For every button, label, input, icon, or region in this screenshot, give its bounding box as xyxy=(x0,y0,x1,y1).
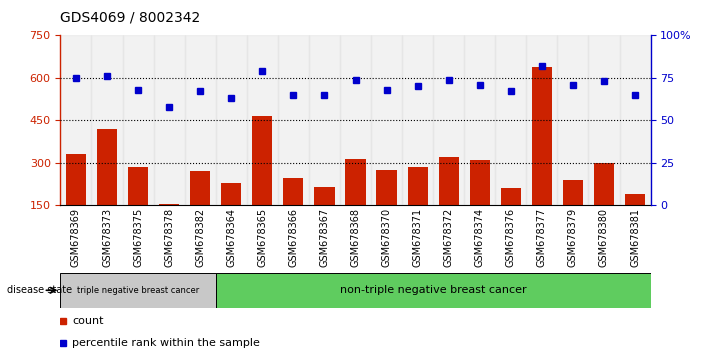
Bar xyxy=(190,171,210,248)
Bar xyxy=(371,35,402,205)
Bar xyxy=(619,35,651,205)
Bar xyxy=(159,204,179,248)
Bar xyxy=(433,35,464,205)
Text: GDS4069 / 8002342: GDS4069 / 8002342 xyxy=(60,11,201,25)
Bar xyxy=(340,35,371,205)
Text: disease state: disease state xyxy=(7,285,73,295)
Bar xyxy=(402,35,433,205)
Bar xyxy=(60,273,215,308)
Bar xyxy=(128,167,148,248)
Bar xyxy=(60,35,92,205)
Bar xyxy=(247,35,278,205)
Text: triple negative breast cancer: triple negative breast cancer xyxy=(77,286,199,295)
Bar xyxy=(594,163,614,248)
Bar xyxy=(557,35,589,205)
Text: count: count xyxy=(73,316,104,326)
Bar xyxy=(309,35,340,205)
Bar xyxy=(526,35,557,205)
Bar xyxy=(407,167,428,248)
Bar xyxy=(376,170,397,248)
Bar xyxy=(283,178,304,248)
Bar xyxy=(532,67,552,248)
Bar xyxy=(92,35,122,205)
Text: percentile rank within the sample: percentile rank within the sample xyxy=(73,338,260,348)
Bar xyxy=(215,273,651,308)
Bar xyxy=(589,35,619,205)
Bar xyxy=(464,35,496,205)
Bar xyxy=(185,35,215,205)
Bar xyxy=(122,35,154,205)
Bar xyxy=(314,187,335,248)
Bar xyxy=(439,157,459,248)
Bar xyxy=(215,35,247,205)
Bar xyxy=(501,188,521,248)
Bar xyxy=(563,180,583,248)
Bar xyxy=(496,35,526,205)
Bar xyxy=(346,159,365,248)
Bar xyxy=(625,194,645,248)
Text: non-triple negative breast cancer: non-triple negative breast cancer xyxy=(340,285,526,295)
Bar xyxy=(154,35,185,205)
Bar xyxy=(66,154,86,248)
Bar xyxy=(97,129,117,248)
Bar xyxy=(470,160,490,248)
Bar xyxy=(252,116,272,248)
Bar xyxy=(221,183,241,248)
Bar xyxy=(278,35,309,205)
